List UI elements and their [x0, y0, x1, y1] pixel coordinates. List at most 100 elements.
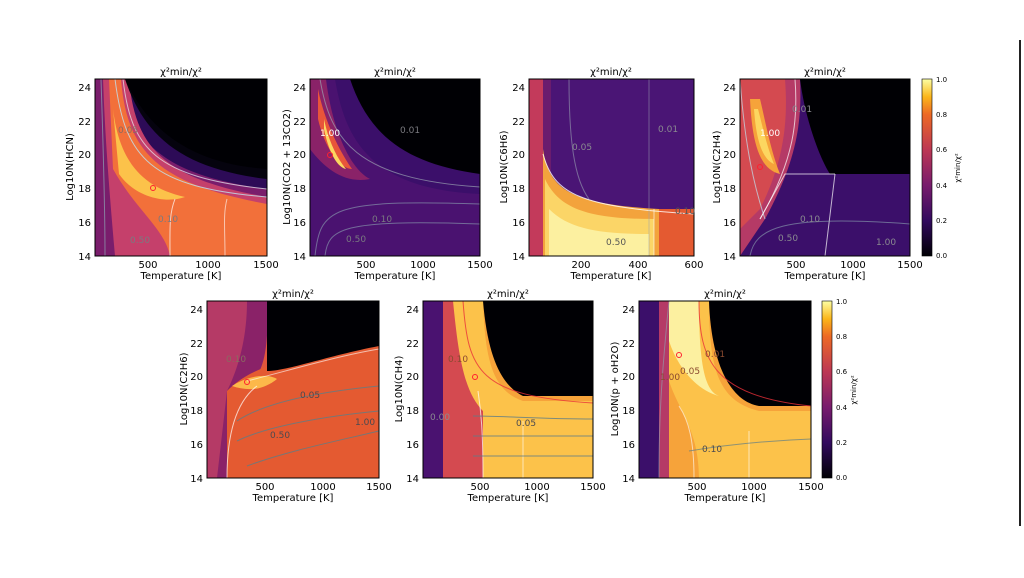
- panel-c2h6-ytick-3: 20: [190, 372, 203, 383]
- panel-c6h6-ytick-5: 24: [512, 83, 525, 94]
- panel-c2h6-contour-label-2: 0.50: [270, 431, 290, 441]
- panel-c6h6-contour-label-2: 0.50: [606, 238, 626, 248]
- panel-h2o-xtick-2: 1500: [798, 482, 823, 493]
- panel-co2-xtick-0: 500: [356, 260, 375, 271]
- panel-c2h4-xlabel: Temperature [K]: [784, 271, 866, 282]
- panel-ch4-ytick-1: 16: [406, 440, 419, 451]
- panel-co2-contour-label-1: 0.01: [400, 126, 420, 136]
- panel-c2h6-ylabel: Log10N(C2H6): [179, 352, 190, 425]
- panel-hcn-contour-label-1: 0.10: [158, 215, 178, 225]
- panel-ch4-xtick-0: 500: [470, 482, 489, 493]
- panel-h2o-ytick-1: 16: [622, 440, 635, 451]
- panel-co2-ytick-0: 14: [293, 252, 306, 263]
- panel-hcn-xlabel: Temperature [K]: [140, 271, 222, 282]
- panel-hcn-contour-label-2: 0.50: [130, 236, 150, 246]
- panel-c6h6-ytick-4: 22: [512, 117, 525, 128]
- panel-h2o-ytick-0: 14: [622, 474, 635, 485]
- colorbar-bottom-tick-4: 0.8: [836, 333, 847, 341]
- panel-hcn-title: χ²min/χ²: [160, 67, 202, 78]
- panel-c6h6-title: χ²min/χ²: [590, 67, 632, 78]
- panel-co2-ytick-4: 22: [293, 117, 306, 128]
- panel-c2h4-contour-label-1: 0.01: [792, 105, 812, 115]
- panel-ch4-ylabel: Log10N(CH4): [394, 356, 405, 423]
- panel-co2-xlabel: Temperature [K]: [354, 271, 436, 282]
- panel-ch4-contour-label-1: 0.05: [516, 419, 536, 429]
- panel-c2h4-xtick-0: 500: [786, 260, 805, 271]
- panel-c2h6-xlabel: Temperature [K]: [252, 493, 334, 504]
- panel-hcn-xtick-0: 500: [138, 260, 157, 271]
- panel-h2o-ytick-3: 20: [622, 372, 635, 383]
- panel-c2h4-ytick-2: 18: [723, 184, 736, 195]
- panel-h2o-ytick-5: 24: [622, 305, 635, 316]
- panel-c2h6-ytick-5: 24: [190, 305, 203, 316]
- panel-co2-contour-label-0: 1.00: [320, 129, 340, 139]
- panel-c6h6-xtick-0: 200: [571, 260, 590, 271]
- colorbar-top-tick-2: 0.4: [936, 182, 948, 190]
- panel-co2-ytick-3: 20: [293, 150, 306, 161]
- panel-c6h6-contour-label-1: 0.05: [572, 143, 592, 153]
- panel-ch4-ytick-0: 14: [406, 474, 419, 485]
- panel-c6h6-xtick-2: 600: [684, 260, 703, 271]
- panel-c2h4-ytick-3: 20: [723, 150, 736, 161]
- panel-co2-contour-label-3: 0.50: [346, 235, 366, 245]
- panel-c2h4-ytick-1: 16: [723, 218, 736, 229]
- panel-co2-xtick-1: 1000: [410, 260, 435, 271]
- panel-c2h6-ytick-1: 16: [190, 440, 203, 451]
- right-edge-rule: [1019, 40, 1021, 526]
- panel-c2h4-ytick-5: 24: [723, 83, 736, 94]
- colorbar-top-tick-1: 0.2: [936, 217, 947, 225]
- panel-hcn-ytick-5: 24: [78, 83, 91, 94]
- colorbar-top-tick-0: 0.0: [936, 252, 947, 260]
- panel-co2-ytick-5: 24: [293, 83, 306, 94]
- panel-c2h4-ytick-0: 14: [723, 252, 736, 263]
- panel-c6h6-ytick-3: 20: [512, 150, 525, 161]
- panel-h2o-contour-label-1: 0.05: [680, 367, 700, 377]
- panel-ch4-contour-label-2: 0.00: [430, 413, 450, 423]
- panel-h2o-contour-label-0: 1.00: [660, 373, 680, 383]
- panel-h2o-xtick-0: 500: [687, 482, 706, 493]
- panel-ch4-xtick-1: 1000: [524, 482, 549, 493]
- panel-hcn-ytick-1: 16: [78, 218, 91, 229]
- panel-ch4-xlabel: Temperature [K]: [467, 493, 549, 504]
- panel-ch4-ytick-4: 22: [406, 339, 419, 350]
- panel-c2h6-ytick-0: 14: [190, 474, 203, 485]
- panel-hcn-contour-label-0: 0.05: [118, 126, 138, 136]
- panel-hcn-ytick-4: 22: [78, 117, 91, 128]
- panel-c2h4-ylabel: Log10N(C2H4): [712, 130, 723, 203]
- panel-c2h6-ytick-4: 22: [190, 339, 203, 350]
- panel-hcn-ytick-2: 18: [78, 184, 91, 195]
- panel-hcn-xtick-1: 1000: [195, 260, 220, 271]
- panel-co2-ylabel: Log10N(CO2 + 13CO2): [282, 109, 293, 225]
- panel-c6h6-ylabel: Log10N(C6H6): [499, 130, 510, 203]
- panel-ch4-ytick-5: 24: [406, 305, 419, 316]
- colorbar-bottom-tick-2: 0.4: [836, 404, 848, 412]
- panel-ch4-title: χ²min/χ²: [487, 289, 529, 300]
- panel-c2h4-contour-label-3: 0.50: [778, 234, 798, 244]
- panel-c2h6-xtick-2: 1500: [366, 482, 391, 493]
- panel-hcn-xtick-2: 1500: [253, 260, 278, 271]
- panel-c2h4-contour-label-4: 1.00: [876, 238, 896, 248]
- colorbar-top-tick-3: 0.6: [936, 146, 948, 154]
- panel-ch4-xtick-2: 1500: [580, 482, 605, 493]
- panel-ch4-ytick-2: 18: [406, 406, 419, 417]
- panel-hcn-ytick-0: 14: [78, 252, 91, 263]
- panel-c6h6-contour-label-3: 0.10: [675, 207, 695, 217]
- panel-hcn-ytick-3: 20: [78, 150, 91, 161]
- panel-co2-ytick-1: 16: [293, 218, 306, 229]
- panel-c6h6-xlabel: Temperature [K]: [570, 271, 652, 282]
- panel-c2h4-contour-label-0: 1.00: [760, 129, 780, 139]
- colorbar-bottom-tick-1: 0.2: [836, 439, 847, 447]
- colorbar-bottom-label: χ²min/χ²: [850, 375, 858, 404]
- panel-c2h6-ytick-2: 18: [190, 406, 203, 417]
- panel-c2h6-xtick-1: 1000: [310, 482, 335, 493]
- panel-co2-ytick-2: 18: [293, 184, 306, 195]
- panel-c2h4-xtick-2: 1500: [897, 260, 922, 271]
- panel-hcn-ylabel: Log10N(HCN): [65, 133, 76, 201]
- panel-c2h4-xtick-1: 1000: [840, 260, 865, 271]
